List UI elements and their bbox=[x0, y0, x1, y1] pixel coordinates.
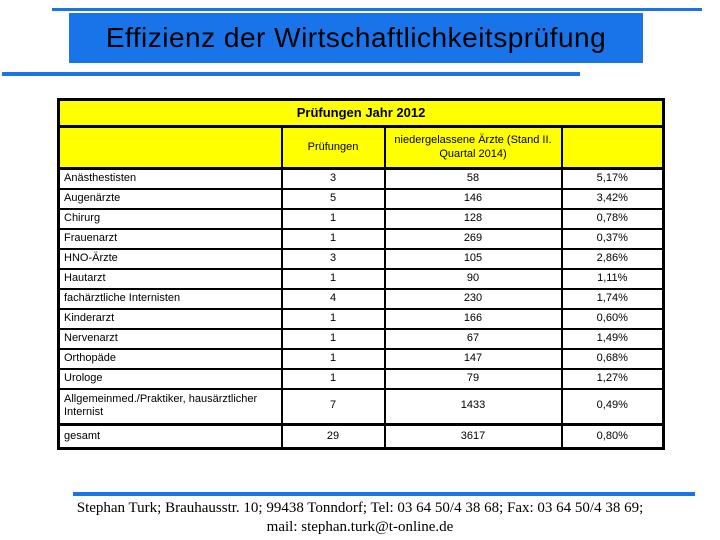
cell-aerzte: 128 bbox=[383, 207, 563, 230]
cell-aerzte: 230 bbox=[383, 287, 563, 310]
row-label: Frauenarzt bbox=[57, 227, 283, 250]
slide-title: Effizienz der Wirtschaftlichkeitsprüfung bbox=[105, 22, 607, 53]
row-label: Nervenarzt bbox=[57, 327, 283, 350]
row-label: Hautarzt bbox=[57, 267, 283, 290]
row-label: Orthopäde bbox=[57, 347, 283, 370]
table-row: Orthopäde 1 147 0,68% bbox=[57, 347, 665, 370]
footer-divider-line bbox=[73, 492, 695, 496]
contact-footer-line1: Stephan Turk; Brauhausstr. 10; 99438 Ton… bbox=[76, 500, 644, 516]
cell-aerzte: 58 bbox=[383, 167, 563, 190]
cell-pruefungen: 1 bbox=[280, 307, 386, 330]
cell-aerzte: 90 bbox=[383, 267, 563, 290]
header-empty-percent bbox=[560, 125, 665, 170]
row-label: Anästhestisten bbox=[57, 167, 283, 190]
cell-pruefungen: 29 bbox=[280, 423, 386, 450]
table-row: fachärztliche Internisten 4 230 1,74% bbox=[57, 287, 665, 310]
cell-quote: 0,49% bbox=[560, 387, 665, 426]
row-label: Urologe bbox=[57, 367, 283, 390]
table-row: HNO-Ärzte 3 105 2,86% bbox=[57, 247, 665, 270]
cell-pruefungen: 5 bbox=[280, 187, 386, 210]
row-label: fachärztliche Internisten bbox=[57, 287, 283, 310]
cell-aerzte: 3617 bbox=[383, 423, 563, 450]
cell-quote: 0,78% bbox=[560, 207, 665, 230]
table-title-row: Prüfungen Jahr 2012 bbox=[57, 98, 665, 128]
title-underline bbox=[2, 72, 580, 76]
table-row: Urologe 1 79 1,27% bbox=[57, 367, 665, 390]
table-header-row: Prüfungen niedergelassene Ärzte (Stand I… bbox=[57, 125, 665, 170]
cell-quote: 0,80% bbox=[560, 423, 665, 450]
table-row: Chirurg 1 128 0,78% bbox=[57, 207, 665, 230]
cell-quote: 0,68% bbox=[560, 347, 665, 370]
cell-quote: 2,86% bbox=[560, 247, 665, 270]
table-title: Prüfungen Jahr 2012 bbox=[57, 98, 665, 128]
table-row: gesamt 29 3617 0,80% bbox=[57, 423, 665, 450]
cell-pruefungen: 1 bbox=[280, 367, 386, 390]
cell-aerzte: 67 bbox=[383, 327, 563, 350]
cell-pruefungen: 1 bbox=[280, 227, 386, 250]
cell-pruefungen: 1 bbox=[280, 207, 386, 230]
slide-title-box: Effizienz der Wirtschaftlichkeitsprüfung bbox=[69, 13, 643, 63]
cell-quote: 1,11% bbox=[560, 267, 665, 290]
top-divider-line bbox=[52, 8, 702, 11]
cell-quote: 0,60% bbox=[560, 307, 665, 330]
cell-pruefungen: 7 bbox=[280, 387, 386, 426]
cell-aerzte: 79 bbox=[383, 367, 563, 390]
row-label: gesamt bbox=[57, 423, 283, 450]
table-row: Allgemeinmed./Praktiker, hausärztlicher … bbox=[57, 387, 665, 426]
cell-pruefungen: 3 bbox=[280, 167, 386, 190]
cell-pruefungen: 1 bbox=[280, 347, 386, 370]
table-row: Anästhestisten 3 58 5,17% bbox=[57, 167, 665, 190]
row-label: Augenärzte bbox=[57, 187, 283, 210]
row-label: Chirurg bbox=[57, 207, 283, 230]
cell-aerzte: 1433 bbox=[383, 387, 563, 426]
cell-pruefungen: 4 bbox=[280, 287, 386, 310]
cell-aerzte: 146 bbox=[383, 187, 563, 210]
table-row: Augenärzte 5 146 3,42% bbox=[57, 187, 665, 210]
table-row: Kinderarzt 1 166 0,60% bbox=[57, 307, 665, 330]
contact-footer: Stephan Turk; Brauhausstr. 10; 99438 Ton… bbox=[0, 499, 720, 537]
cell-pruefungen: 3 bbox=[280, 247, 386, 270]
header-aerzte: niedergelassene Ärzte (Stand II. Quartal… bbox=[383, 125, 563, 170]
cell-aerzte: 147 bbox=[383, 347, 563, 370]
pruefungen-table: Prüfungen Jahr 2012 Prüfungen niedergela… bbox=[57, 98, 666, 450]
row-label: HNO-Ärzte bbox=[57, 247, 283, 270]
cell-quote: 1,27% bbox=[560, 367, 665, 390]
table-row: Frauenarzt 1 269 0,37% bbox=[57, 227, 665, 250]
cell-quote: 3,42% bbox=[560, 187, 665, 210]
cell-aerzte: 166 bbox=[383, 307, 563, 330]
row-label: Allgemeinmed./Praktiker, hausärztlicher … bbox=[57, 387, 283, 426]
table-body: Anästhestisten 3 58 5,17% Augenärzte 5 146 3,42… bbox=[57, 167, 665, 450]
header-empty-label bbox=[57, 125, 283, 170]
cell-quote: 5,17% bbox=[560, 167, 665, 190]
cell-pruefungen: 1 bbox=[280, 327, 386, 350]
header-pruefungen: Prüfungen bbox=[280, 125, 386, 170]
contact-footer-line2: mail: stephan.turk@t-online.de bbox=[266, 518, 454, 535]
cell-quote: 0,37% bbox=[560, 227, 665, 250]
table-row: Nervenarzt 1 67 1,49% bbox=[57, 327, 665, 350]
row-label: Kinderarzt bbox=[57, 307, 283, 330]
cell-pruefungen: 1 bbox=[280, 267, 386, 290]
cell-aerzte: 269 bbox=[383, 227, 563, 250]
table-row: Hautarzt 1 90 1,11% bbox=[57, 267, 665, 290]
cell-quote: 1,74% bbox=[560, 287, 665, 310]
cell-aerzte: 105 bbox=[383, 247, 563, 270]
cell-quote: 1,49% bbox=[560, 327, 665, 350]
